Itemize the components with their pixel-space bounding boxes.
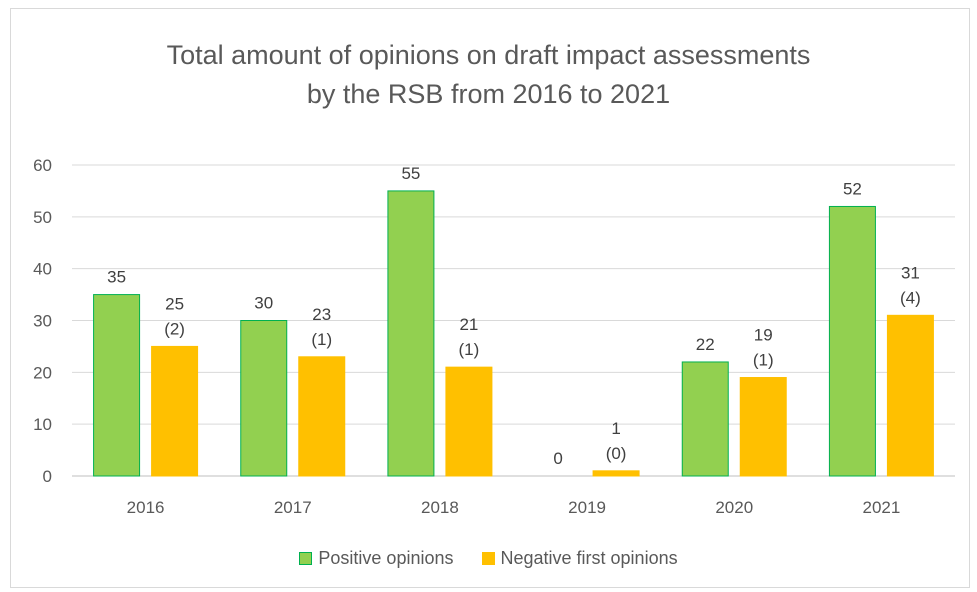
y-tick-label: 40 bbox=[33, 260, 52, 279]
bar-negative bbox=[886, 314, 934, 477]
bar-negative bbox=[151, 345, 199, 477]
x-tick-label: 2016 bbox=[127, 498, 165, 517]
x-tick-label: 2018 bbox=[421, 498, 459, 517]
data-label-positive: 30 bbox=[254, 294, 273, 313]
bar-negative bbox=[739, 377, 787, 477]
legend-label-negative: Negative first opinions bbox=[500, 548, 678, 568]
bar-positive bbox=[828, 205, 876, 477]
y-tick-label: 50 bbox=[33, 208, 52, 227]
data-label-negative: 19 (1) bbox=[753, 326, 774, 370]
chart-title-line-2: by the RSB from 2016 to 2021 bbox=[306, 79, 671, 109]
chart-legend: Positive opinions Negative first opinion… bbox=[0, 548, 977, 569]
data-label-positive: 22 bbox=[696, 335, 715, 354]
data-label-negative: 1 (0) bbox=[606, 419, 627, 463]
bar-positive bbox=[240, 320, 288, 477]
x-tick-label: 2019 bbox=[568, 498, 606, 517]
legend-item-negative: Negative first opinions bbox=[481, 548, 678, 569]
data-label-negative: 21 (1) bbox=[459, 315, 480, 359]
bar-positive bbox=[681, 361, 729, 477]
data-label-negative: 25 (2) bbox=[164, 294, 185, 338]
y-tick-label: 0 bbox=[43, 467, 52, 486]
bar-positive bbox=[387, 190, 435, 477]
y-tick-label: 60 bbox=[33, 156, 52, 175]
bar-negative bbox=[592, 470, 640, 477]
data-label-positive: 55 bbox=[401, 164, 420, 183]
legend-swatch-positive bbox=[299, 552, 313, 565]
data-label-positive: 0 bbox=[553, 449, 562, 468]
chart-frame bbox=[10, 8, 970, 588]
data-label-positive: 35 bbox=[107, 268, 126, 287]
bar-positive bbox=[93, 294, 141, 477]
x-tick-label: 2017 bbox=[274, 498, 312, 517]
y-tick-label: 10 bbox=[33, 415, 52, 434]
bar-negative bbox=[298, 356, 346, 477]
chart-title-line-1: Total amount of opinions on draft impact… bbox=[166, 40, 811, 70]
data-label-negative: 23 (1) bbox=[311, 305, 332, 349]
legend-label-positive: Positive opinions bbox=[318, 548, 454, 568]
y-tick-label: 30 bbox=[33, 312, 52, 331]
x-tick-label: 2021 bbox=[863, 498, 901, 517]
data-label-positive: 52 bbox=[843, 179, 862, 198]
data-label-negative: 31 (4) bbox=[900, 263, 921, 307]
legend-item-positive: Positive opinions bbox=[299, 548, 454, 569]
x-tick-label: 2020 bbox=[715, 498, 753, 517]
legend-swatch-negative bbox=[481, 552, 495, 565]
y-tick-label: 20 bbox=[33, 363, 52, 382]
chart-title: Total amount of opinions on draft impact… bbox=[0, 36, 977, 114]
bar-negative bbox=[445, 366, 493, 477]
